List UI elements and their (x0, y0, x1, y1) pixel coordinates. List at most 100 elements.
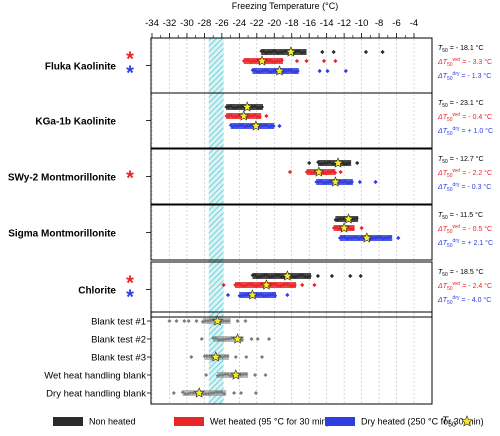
blank-outlier-point (253, 391, 258, 395)
blank-data-point (188, 391, 193, 395)
blank-data-point (224, 337, 228, 341)
data-point-dry (350, 180, 354, 184)
blank-data-point (207, 354, 212, 358)
outlier-point-wet (321, 58, 327, 64)
data-point-wet (348, 227, 353, 231)
data-point-non (296, 274, 300, 278)
data-point-dry (323, 181, 328, 185)
data-point-wet (265, 59, 270, 63)
blank-outlier-point (174, 319, 179, 323)
blank-data-point (223, 372, 228, 376)
legend-swatch (174, 417, 204, 427)
data-point-non (274, 273, 279, 277)
data-point-non (278, 50, 283, 54)
data-point-non (292, 50, 297, 54)
blank-outlier-point (204, 373, 209, 377)
blank-outlier-point (167, 319, 172, 323)
outlier-point-dry (277, 123, 282, 129)
star-icon (460, 415, 473, 427)
blank-data-point (211, 391, 216, 395)
blank-outlier-point (233, 355, 238, 359)
data-point-non (347, 161, 351, 165)
blank-data-point (185, 392, 190, 396)
t50-star (361, 232, 373, 243)
data-point-wet (242, 284, 247, 288)
data-point-non (330, 162, 335, 166)
data-point-non (234, 106, 238, 110)
blank-data-point (214, 390, 219, 394)
data-point-non (338, 217, 342, 221)
data-point-non (253, 273, 257, 277)
legend-label: Non heated (89, 416, 136, 427)
data-point-wet (271, 282, 276, 286)
data-point-dry (345, 181, 350, 185)
outlier-point-wet (264, 113, 269, 119)
data-point-wet (334, 225, 338, 229)
blank-outlier-point (194, 319, 199, 323)
outlier-point-non (307, 160, 312, 166)
data-point-non (266, 50, 271, 54)
significance-marker: * (126, 49, 134, 71)
data-point-wet (336, 227, 341, 231)
data-point-dry (369, 237, 373, 241)
annotation-t50: ΔT50wet = - 0.5 °C (437, 224, 492, 235)
data-point-wet (321, 171, 326, 175)
data-point-dry (354, 235, 359, 239)
data-point-dry (253, 68, 257, 72)
outlier-point-non (320, 49, 325, 55)
outlier-point-wet (300, 282, 305, 288)
blank-data-point (211, 318, 215, 322)
blank-outlier-point (243, 319, 248, 323)
outlier-point-wet (294, 58, 300, 64)
data-point-non (355, 216, 359, 220)
x-tick-label: -28 (198, 18, 212, 29)
data-point-wet (328, 170, 333, 174)
data-point-dry (385, 236, 390, 240)
t50-star (232, 333, 244, 344)
blank-outlier-point (182, 319, 187, 323)
sample-label: Sigma Montmorillonite (8, 229, 116, 240)
data-point-wet (273, 60, 277, 64)
outlier-point-non (358, 273, 363, 279)
blank-outlier-point (199, 337, 204, 341)
blank-data-point (216, 338, 221, 342)
data-point-wet (311, 171, 316, 175)
data-point-wet (247, 282, 252, 286)
blank-data-point (200, 320, 205, 324)
blank-data-point (202, 354, 207, 358)
data-point-wet (253, 59, 258, 63)
outlier-point-wet (221, 282, 226, 288)
data-point-non (260, 274, 264, 278)
data-point-non (318, 162, 323, 166)
data-point-wet (251, 59, 256, 63)
legend: Non heated Wet heated (95 °C for 30 min) D… (0, 413, 500, 433)
data-point-wet (323, 171, 328, 175)
data-point-non (342, 162, 347, 166)
t50-star (338, 222, 350, 233)
annotation-t50: ΔT50wet = - 2.2 °C (437, 168, 492, 179)
x-tick-label: -34 (145, 18, 159, 29)
x-tick-label: -26 (215, 18, 229, 29)
annotation-t50: T50 = - 23.1 °C (438, 99, 484, 109)
blank-data-point (219, 390, 224, 394)
annotation-t50: T50 = - 18.1 °C (438, 44, 484, 54)
blank-data-point (211, 336, 215, 340)
x-tick-label: -24 (232, 18, 246, 29)
blank-data-point (206, 319, 210, 323)
sample-label: Fluka Kaolinite (45, 62, 117, 73)
data-point-dry (256, 293, 261, 297)
annotation-t50: ΔT50dry = - 4.0 °C (437, 295, 491, 306)
x-tick-label: -16 (302, 18, 316, 29)
blank-data-point (213, 336, 218, 340)
significance-marker: * (126, 63, 134, 85)
data-point-wet (283, 282, 288, 286)
t50-star (193, 387, 205, 398)
data-point-wet (249, 282, 254, 286)
data-point-non (271, 49, 275, 53)
data-point-non (250, 273, 255, 277)
t50-star (313, 166, 325, 177)
blank-data-point (244, 372, 248, 376)
data-point-non (291, 275, 296, 279)
blank-outlier-point (267, 337, 272, 341)
